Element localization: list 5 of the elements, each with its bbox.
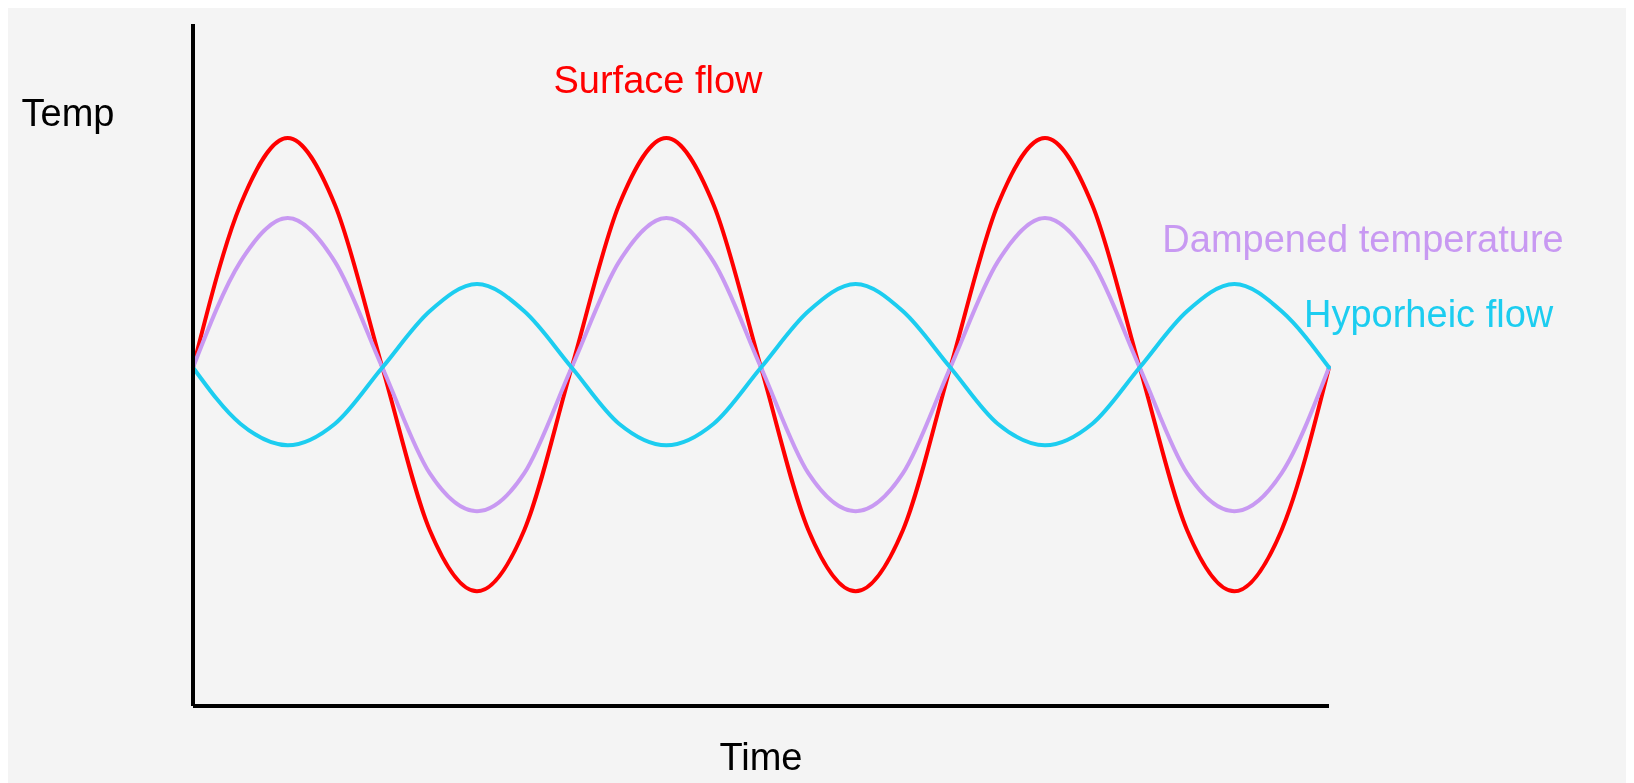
y-axis-title: Temp — [21, 92, 115, 134]
series-label: Dampened temperature — [1162, 217, 1564, 260]
series-label: Surface flow — [553, 59, 764, 101]
series-label: Hyporheic flow — [1304, 293, 1554, 336]
x-axis-title: Time — [719, 736, 803, 778]
